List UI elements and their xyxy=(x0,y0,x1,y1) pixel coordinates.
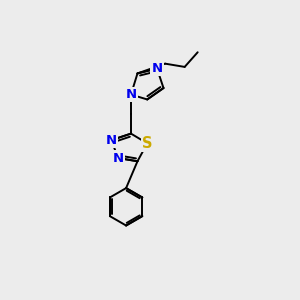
Text: N: N xyxy=(106,134,117,147)
Text: N: N xyxy=(152,62,163,75)
Text: N: N xyxy=(112,152,124,164)
Text: S: S xyxy=(142,136,152,151)
Text: N: N xyxy=(125,88,136,101)
